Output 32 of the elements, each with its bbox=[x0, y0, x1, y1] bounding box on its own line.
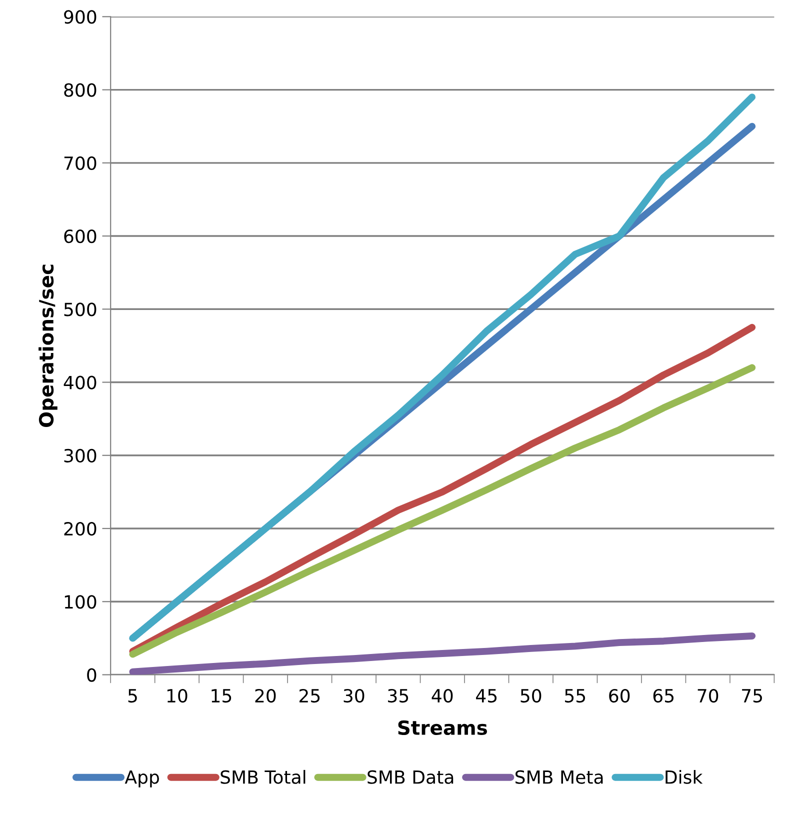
legend-label: App bbox=[124, 770, 159, 788]
x-tick-label: 30 bbox=[344, 688, 364, 703]
x-tick-label: 50 bbox=[520, 688, 542, 703]
legend-label: SMB Data bbox=[368, 770, 454, 784]
y-axis-title: Operations/sec bbox=[38, 264, 58, 427]
y-tick-label: 300 bbox=[64, 448, 96, 462]
y-tick-label: 600 bbox=[64, 229, 96, 244]
x-tick-label: 60 bbox=[609, 688, 630, 703]
legend-label: Disk bbox=[666, 770, 703, 784]
y-tick-label: 400 bbox=[64, 376, 96, 390]
x-tick-label: 35 bbox=[388, 688, 408, 703]
y-tick-label: 900 bbox=[64, 10, 96, 24]
legend-label: SMB Total bbox=[220, 770, 306, 784]
y-tick-label: 800 bbox=[64, 83, 96, 97]
y-tick-label: 100 bbox=[64, 595, 96, 609]
y-tick-label: 500 bbox=[64, 302, 96, 316]
x-tick-label: 75 bbox=[742, 689, 762, 703]
x-tick-label: 40 bbox=[432, 688, 453, 703]
x-axis-title: Streams bbox=[398, 720, 487, 736]
x-tick-label: 55 bbox=[565, 689, 586, 703]
legend-label: SMB Meta bbox=[516, 770, 603, 784]
x-tick-label: 5 bbox=[128, 689, 137, 703]
y-tick-label: 700 bbox=[64, 156, 96, 170]
x-tick-label: 10 bbox=[167, 688, 188, 703]
x-tick-label: 65 bbox=[653, 688, 674, 703]
x-tick-label: 45 bbox=[476, 689, 497, 703]
x-tick-label: 25 bbox=[300, 688, 320, 703]
x-tick-label: 15 bbox=[212, 689, 232, 703]
y-tick-label: 200 bbox=[64, 522, 96, 536]
x-tick-label: 20 bbox=[255, 688, 276, 703]
x-tick-label: 70 bbox=[698, 688, 718, 703]
y-tick-label: 0 bbox=[87, 668, 96, 682]
